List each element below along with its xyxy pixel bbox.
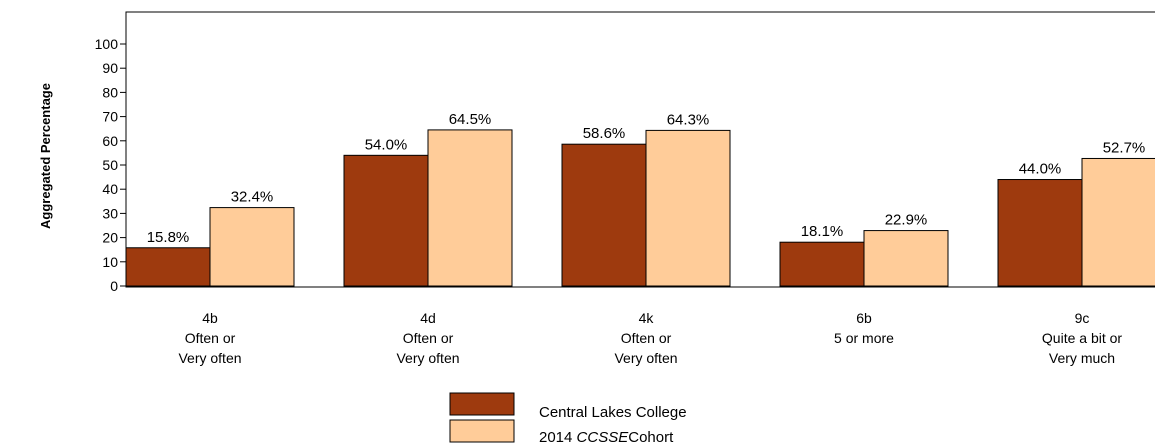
data-label: 64.3% (667, 111, 710, 128)
bar-central-lakes (997, 179, 1083, 287)
legend-label-ccsse-cohort: 2014 CCSSECohort (539, 429, 674, 444)
bar-central-lakes (343, 154, 429, 287)
data-label: 58.6% (583, 125, 626, 142)
category-label: 5 or more (834, 330, 894, 346)
bar-ccsse-cohort (427, 129, 513, 287)
category-label: Very often (396, 350, 459, 366)
plot-frame (125, 11, 1155, 288)
category-label: 6b (856, 310, 872, 326)
y-tick-label: 80 (102, 84, 118, 100)
bars-group (125, 129, 1155, 287)
category-label: Very often (614, 350, 677, 366)
category-label: Very often (178, 350, 241, 366)
category-label: Often or (185, 330, 236, 346)
y-tick-label: 50 (102, 157, 118, 173)
y-axis: 0 10 20 30 40 50 60 70 80 90 100 (95, 36, 126, 294)
y-tick-label: 30 (102, 205, 118, 221)
bar-ccsse-cohort (863, 230, 949, 287)
bar-ccsse-cohort (209, 207, 295, 287)
y-tick-label: 10 (102, 254, 118, 270)
y-tick-label: 70 (102, 109, 118, 125)
category-label: 4b (202, 310, 218, 326)
legend-swatch-central-lakes (449, 392, 515, 416)
category-label: Quite a bit or (1042, 330, 1122, 346)
y-tick-label: 0 (110, 278, 118, 294)
bar-central-lakes (561, 143, 647, 287)
y-tick-label: 40 (102, 181, 118, 197)
category-label: Very much (1049, 350, 1115, 366)
category-label: 4k (639, 310, 655, 326)
bar-ccsse-cohort (1081, 157, 1155, 287)
legend: Central Lakes College 2014 CCSSECohort (449, 392, 687, 444)
category-labels-group: 4b Often or Very often 4d Often or Very often… (178, 310, 1122, 366)
category-label: 4d (420, 310, 436, 326)
data-label: 44.0% (1019, 161, 1062, 178)
y-tick-label: 20 (102, 230, 118, 246)
data-labels-group: 15.8% 32.4% 54.0% 64.5% 58.6% 64.3% 18.1% 22.9%… (147, 111, 1146, 246)
category-label: 9c (1075, 310, 1090, 326)
y-tick-label: 60 (102, 133, 118, 149)
data-label: 32.4% (231, 189, 274, 206)
data-label: 52.7% (1103, 139, 1146, 156)
y-tick-label: 100 (95, 36, 119, 52)
bar-central-lakes (779, 241, 865, 287)
bar-ccsse-cohort (645, 129, 731, 287)
bar-central-lakes (125, 247, 211, 287)
data-label: 64.5% (449, 111, 492, 128)
y-tick-label: 90 (102, 60, 118, 76)
legend-swatch-ccsse-cohort (449, 419, 515, 443)
legend-label-central-lakes: Central Lakes College (539, 404, 687, 421)
category-label: Often or (403, 330, 454, 346)
data-label: 15.8% (147, 229, 190, 246)
data-label: 54.0% (365, 136, 408, 153)
y-axis-label: Aggregated Percentage (38, 83, 53, 229)
data-label: 18.1% (801, 223, 844, 240)
data-label: 22.9% (885, 212, 928, 229)
category-label: Often or (621, 330, 672, 346)
